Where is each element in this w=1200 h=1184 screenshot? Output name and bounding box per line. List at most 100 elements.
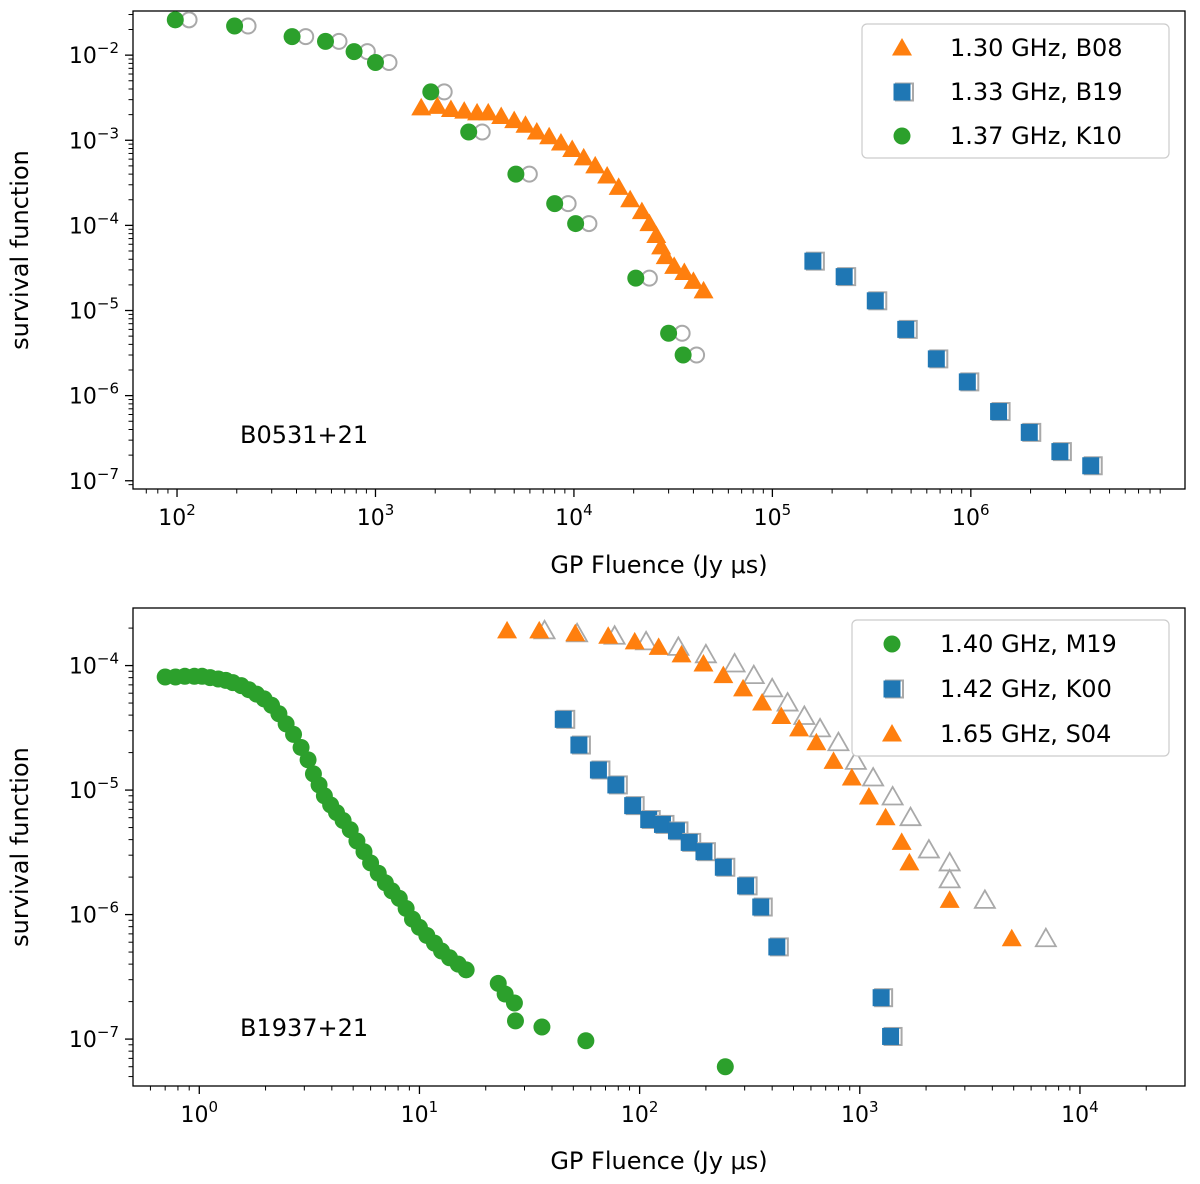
square-point	[653, 815, 671, 833]
series-1-30-ghz-b08	[411, 96, 714, 299]
circle-point	[533, 1018, 551, 1036]
y-axis-ticks: 10−7 10−6 10−5 10−4 10−3 10−2	[69, 14, 133, 495]
circle-point	[345, 43, 363, 61]
triangle-open-point	[881, 785, 905, 806]
legend-square-icon	[893, 83, 911, 101]
square-point	[624, 797, 642, 815]
triangle-point	[823, 751, 844, 769]
square-point	[589, 761, 607, 779]
bottom-panel-b1937: 100 101 102 103 104 10−7 10−6 10−5 10−4 GP Flue…	[6, 607, 1186, 1175]
circle-point	[660, 324, 678, 342]
x-tick-label: 102	[621, 1098, 659, 1128]
y-axis-label: survival function	[6, 150, 34, 350]
triangle-point	[491, 106, 512, 125]
triangle-open-point	[792, 704, 816, 725]
top-panel-b0531: 102 103 104 105 106 10−7 10−6 10−5 10−4 10−3 10−2…	[6, 10, 1186, 579]
circle-point	[285, 725, 303, 743]
plot-area-frame	[132, 607, 1186, 1087]
legend-circle-icon	[883, 635, 901, 653]
legend: 1.30 GHz, B08 1.33 GHz, B19 1.37 GHz, K10	[861, 23, 1170, 159]
triangle-point	[671, 644, 692, 663]
triangle-point	[674, 262, 695, 280]
x-tick-label: 106	[952, 501, 990, 531]
circle-open-point	[180, 11, 198, 29]
square-point	[990, 403, 1008, 421]
circle-point	[166, 11, 184, 29]
legend: 1.40 GHz, M19 1.42 GHz, K00 1.65 GHz, S04	[851, 619, 1170, 757]
circle-point	[716, 1058, 734, 1076]
triangle-open-point	[1034, 926, 1058, 948]
circle-point	[422, 83, 440, 101]
triangle-open-point	[826, 730, 850, 752]
legend-circle-icon	[893, 127, 911, 145]
triangle-open-point	[938, 868, 962, 889]
square-point	[570, 736, 588, 754]
y-tick-label: 10−5	[69, 295, 119, 325]
triangle-point	[875, 807, 896, 826]
circle-point	[457, 961, 475, 979]
triangle-point	[440, 99, 461, 117]
triangle-point	[891, 832, 912, 850]
triangle-point	[693, 280, 714, 299]
y-tick-label: 10−4	[69, 209, 119, 239]
square-point	[1082, 457, 1100, 475]
triangle-point	[597, 166, 618, 184]
series-1-33-ghz-b19	[804, 251, 1103, 476]
square-point	[640, 811, 658, 829]
legend-frame	[851, 619, 1170, 757]
triangle-point	[550, 132, 571, 151]
triangle-point	[427, 96, 448, 114]
legend-frame	[861, 23, 1170, 159]
series-1-37-ghz-k10	[166, 11, 692, 364]
square-point	[835, 268, 853, 286]
legend-triangle-icon	[892, 38, 912, 56]
triangle-open-point	[808, 717, 832, 738]
triangle-point	[454, 101, 475, 119]
square-point	[752, 898, 770, 916]
square-point	[737, 877, 755, 895]
x-axis-label: GP Fluence (Jy μs)	[550, 551, 767, 579]
triangle-point	[529, 620, 550, 639]
series-k10-open-	[180, 11, 706, 364]
triangle-point	[539, 126, 560, 145]
triangle-point	[841, 768, 862, 786]
triangle-point	[693, 653, 714, 672]
triangle-point	[664, 256, 685, 274]
circle-point	[226, 17, 244, 35]
legend-square-icon	[883, 680, 901, 698]
circle-point	[506, 1012, 524, 1030]
x-tick-label: 101	[401, 1098, 439, 1128]
y-tick-label: 10−5	[69, 774, 119, 804]
square-point	[866, 292, 884, 310]
y-tick-label: 10−3	[69, 124, 119, 154]
circle-point	[507, 165, 525, 183]
x-tick-label: 104	[555, 501, 593, 531]
legend-label: 1.65 GHz, S04	[940, 720, 1111, 748]
square-point	[667, 822, 685, 840]
square-point	[927, 350, 945, 368]
x-axis-label: GP Fluence (Jy μs)	[550, 1147, 767, 1175]
x-tick-label: 100	[181, 1098, 219, 1128]
x-axis-ticks: 102 103 104 105 106	[145, 489, 1161, 531]
series-1-65-ghz-s04	[497, 620, 1022, 947]
circle-point	[460, 123, 478, 141]
x-tick-label: 104	[1061, 1098, 1099, 1128]
y-tick-label: 10−2	[69, 39, 119, 69]
triangle-open-point	[861, 766, 885, 787]
legend-label: 1.30 GHz, B08	[950, 34, 1123, 62]
circle-point	[627, 269, 645, 287]
y-tick-label: 10−6	[69, 899, 119, 929]
triangle-point	[858, 786, 879, 805]
square-point	[882, 1027, 900, 1045]
square-point	[714, 858, 732, 876]
triangle-point	[504, 110, 525, 129]
triangle-open-point	[898, 805, 923, 827]
data-marks	[156, 619, 1058, 1076]
legend-label: 1.33 GHz, B19	[950, 78, 1123, 106]
triangle-open-point	[938, 851, 962, 872]
circle-point	[567, 215, 585, 233]
triangle-point	[620, 189, 641, 208]
circle-point	[674, 346, 692, 364]
triangle-point	[648, 637, 669, 655]
